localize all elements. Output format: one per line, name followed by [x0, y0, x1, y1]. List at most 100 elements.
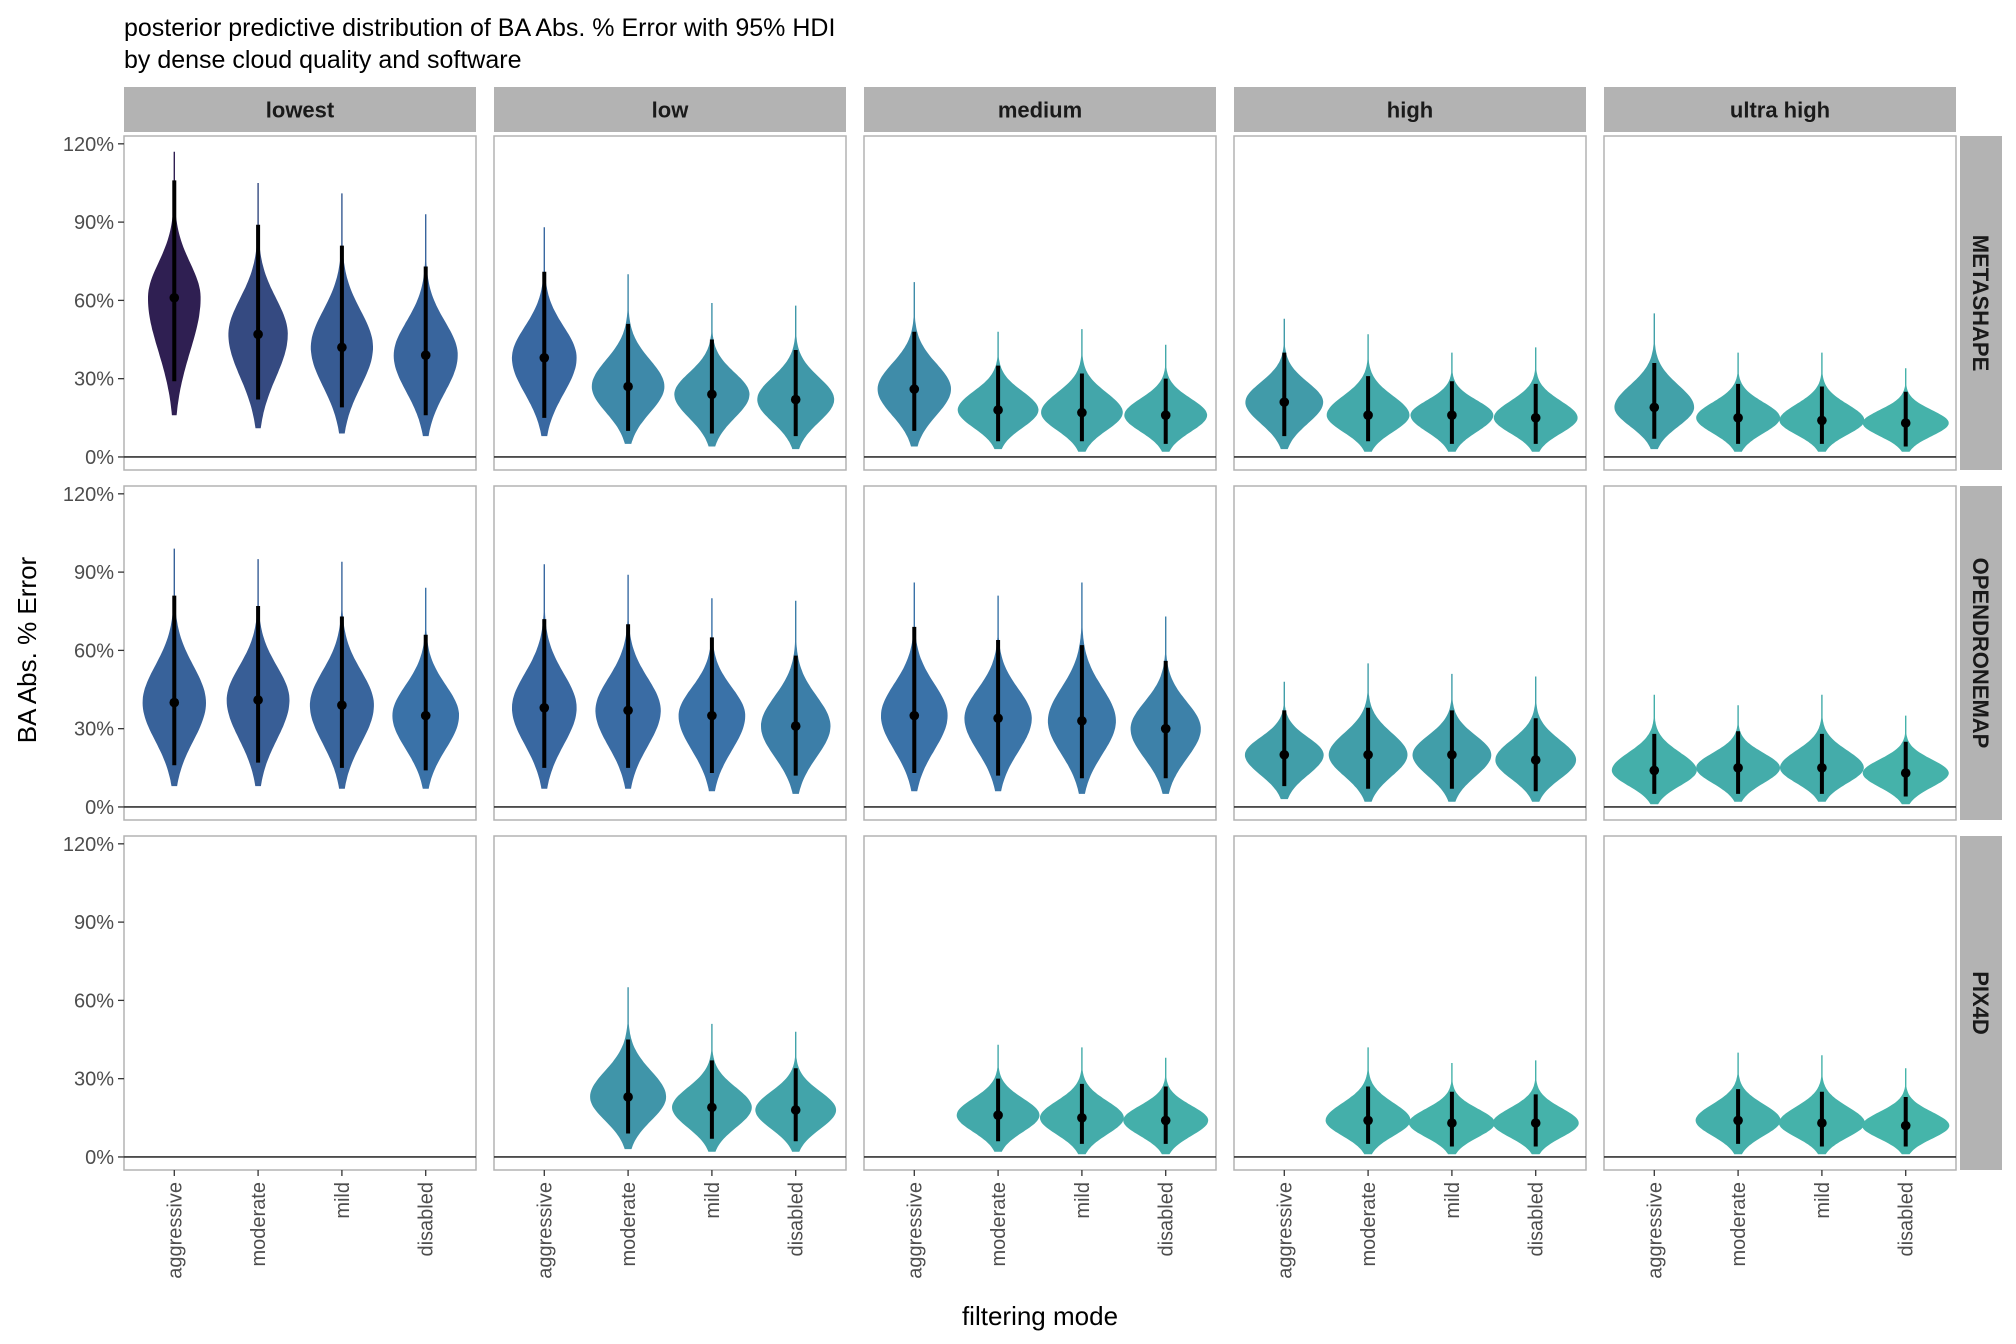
chart-title: posterior predictive distribution of BA … — [124, 14, 835, 42]
violin-pix4d-high-moderate — [1325, 1047, 1411, 1155]
panel-pix4d-lowest — [123, 835, 477, 1171]
violin-pix4d-medium-moderate — [956, 1044, 1040, 1152]
median-point — [337, 700, 347, 710]
x-tick-label: aggressive — [904, 1182, 926, 1279]
median-point — [623, 1092, 633, 1102]
violin-metashape-medium-aggressive — [877, 282, 951, 447]
strip-high: high — [1234, 87, 1586, 132]
violin-metashape-ultra-high-moderate — [1696, 352, 1780, 452]
violin-opendronemap-medium-aggressive — [881, 582, 948, 792]
violin-metashape-lowest-aggressive — [148, 151, 201, 416]
violin-metashape-low-mild — [674, 303, 750, 447]
y-axis-title: BA Abs. % Error — [12, 556, 42, 743]
strip-label: low — [652, 98, 690, 123]
median-point — [1900, 418, 1911, 428]
violin-opendronemap-medium-moderate — [964, 595, 1032, 792]
median-point — [1447, 1118, 1457, 1128]
y-tick-label: 90% — [74, 212, 114, 234]
median-point — [1817, 1118, 1827, 1128]
violin-metashape-high-disabled — [1493, 347, 1578, 452]
violin-opendronemap-lowest-aggressive — [142, 548, 206, 787]
violin-metashape-ultra-high-aggressive — [1614, 313, 1695, 450]
violin-metashape-lowest-moderate — [228, 183, 288, 429]
median-point — [420, 350, 431, 360]
x-tick-label: mild — [1072, 1182, 1094, 1219]
x-tick-label: moderate — [1358, 1182, 1380, 1267]
median-point — [1363, 410, 1373, 421]
y-tick-label: 90% — [74, 562, 114, 584]
strip-label: PIX4D — [1968, 971, 1993, 1035]
y-tick-label: 90% — [74, 912, 114, 934]
y-axis-metashape: 0% 30% 60% 90% 120% — [63, 134, 124, 469]
x-tick-label: mild — [332, 1182, 354, 1219]
y-tick-label: 0% — [85, 447, 114, 469]
violin-metashape-ultra-high-disabled — [1862, 368, 1949, 452]
violin-metashape-high-mild — [1410, 352, 1494, 452]
violin-opendronemap-low-aggressive — [512, 564, 577, 789]
x-tick-label: aggressive — [1644, 1182, 1666, 1279]
x-tick-label: moderate — [1728, 1182, 1750, 1267]
x-tick-label: disabled — [1156, 1182, 1178, 1257]
violin-metashape-high-moderate — [1326, 334, 1410, 452]
x-tick-label: disabled — [416, 1182, 438, 1257]
chart-titles: posterior predictive distribution of BA … — [12, 14, 1118, 1331]
median-point — [707, 1102, 717, 1113]
x-tick-label: moderate — [248, 1182, 270, 1267]
median-point — [539, 702, 550, 713]
median-point — [1363, 1115, 1373, 1126]
median-point — [539, 352, 550, 363]
violin-opendronemap-medium-disabled — [1130, 616, 1201, 794]
median-point — [909, 710, 920, 721]
median-point — [1530, 413, 1541, 423]
median-point — [707, 710, 717, 721]
strip-label: medium — [998, 98, 1082, 123]
median-point — [169, 292, 180, 303]
median-point — [993, 405, 1003, 415]
median-point — [1530, 755, 1541, 765]
strip-metashape: METASHAPE — [1960, 136, 2002, 470]
violin-pix4d-ultra-high-disabled — [1862, 1068, 1950, 1155]
x-axis-low: aggressive moderate mild disabled — [534, 1170, 808, 1279]
violin-metashape-low-disabled — [757, 305, 835, 450]
median-point — [707, 389, 717, 400]
violin-opendronemap-ultra-high-disabled — [1862, 715, 1949, 805]
x-tick-label: mild — [1442, 1182, 1464, 1219]
y-tick-label: 30% — [74, 1069, 114, 1091]
median-point — [1077, 407, 1087, 418]
strip-ultra-high: ultra high — [1604, 87, 1956, 132]
violin-opendronemap-lowest-moderate — [226, 559, 290, 787]
x-tick-label: mild — [1812, 1182, 1834, 1219]
facet-grid: lowest low medium high ultra high METASHAPE OP… — [63, 87, 2002, 1279]
median-point — [1733, 763, 1743, 773]
y-tick-label: 120% — [63, 134, 114, 156]
strip-label: ultra high — [1730, 98, 1830, 123]
violin-metashape-medium-moderate — [957, 331, 1039, 450]
median-point — [253, 329, 263, 340]
median-point — [1077, 716, 1087, 726]
y-tick-label: 60% — [74, 640, 114, 662]
median-point — [1279, 749, 1290, 760]
strip-label: high — [1387, 98, 1433, 123]
strip-lowest: lowest — [124, 87, 476, 132]
x-tick-label: disabled — [786, 1182, 808, 1257]
violin-opendronemap-lowest-mild — [309, 561, 374, 789]
violin-metashape-low-moderate — [591, 274, 665, 444]
y-tick-label: 0% — [85, 1147, 114, 1169]
median-point — [993, 1110, 1003, 1121]
median-point — [420, 710, 431, 721]
violin-opendronemap-ultra-high-mild — [1780, 694, 1864, 802]
median-point — [790, 1105, 801, 1115]
y-axis-opendronemap: 0% 30% 60% 90% 120% — [63, 484, 124, 819]
violin-metashape-low-aggressive — [511, 227, 577, 437]
x-axis-medium: aggressive moderate mild disabled — [904, 1170, 1178, 1279]
median-point — [169, 697, 180, 708]
violin-opendronemap-low-mild — [678, 598, 746, 792]
median-point — [1817, 763, 1827, 773]
y-axis-pix4d: 0% 30% 60% 90% 120% — [63, 834, 124, 1169]
violin-opendronemap-ultra-high-moderate — [1696, 705, 1780, 802]
violin-pix4d-high-disabled — [1492, 1060, 1579, 1155]
violin-opendronemap-low-moderate — [595, 574, 661, 789]
median-point — [1900, 768, 1911, 778]
y-tick-label: 120% — [63, 834, 114, 856]
y-tick-label: 30% — [74, 719, 114, 741]
